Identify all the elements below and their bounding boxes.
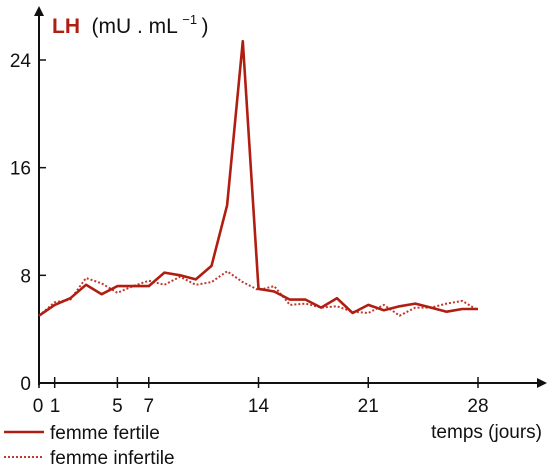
x-tick-label: 14 (248, 396, 270, 417)
legend: femme fertile femme infertile (4, 423, 175, 469)
title-main: LH (52, 15, 80, 38)
x-tick-label: 0 (33, 396, 44, 417)
x-tick-label: 7 (143, 396, 154, 417)
x-tick-label: 21 (358, 396, 379, 417)
y-tick-label: 16 (10, 159, 31, 180)
legend-label-infertile: femme infertile (50, 448, 175, 469)
x-ticks: 0 1 5 7 14 21 28 (33, 377, 489, 417)
x-tick-label: 5 (112, 396, 123, 417)
y-ticks: 0 8 16 24 (10, 51, 46, 395)
x-tick-label: 1 (50, 396, 61, 417)
legend-label-fertile: femme fertile (50, 423, 160, 444)
chart-title: LH (mU . mL −1 ) (52, 11, 209, 38)
y-tick-label: 0 (20, 374, 31, 395)
y-tick-label: 8 (20, 266, 31, 287)
title-exponent: −1 (182, 12, 197, 27)
title-unit: (mU . mL (91, 15, 177, 38)
x-axis-label: temps (jours) (431, 422, 542, 443)
series-line-fertile (38, 39, 478, 317)
y-tick-label: 24 (10, 51, 32, 72)
title-close: ) (202, 15, 209, 38)
x-tick-label: 28 (467, 396, 488, 417)
